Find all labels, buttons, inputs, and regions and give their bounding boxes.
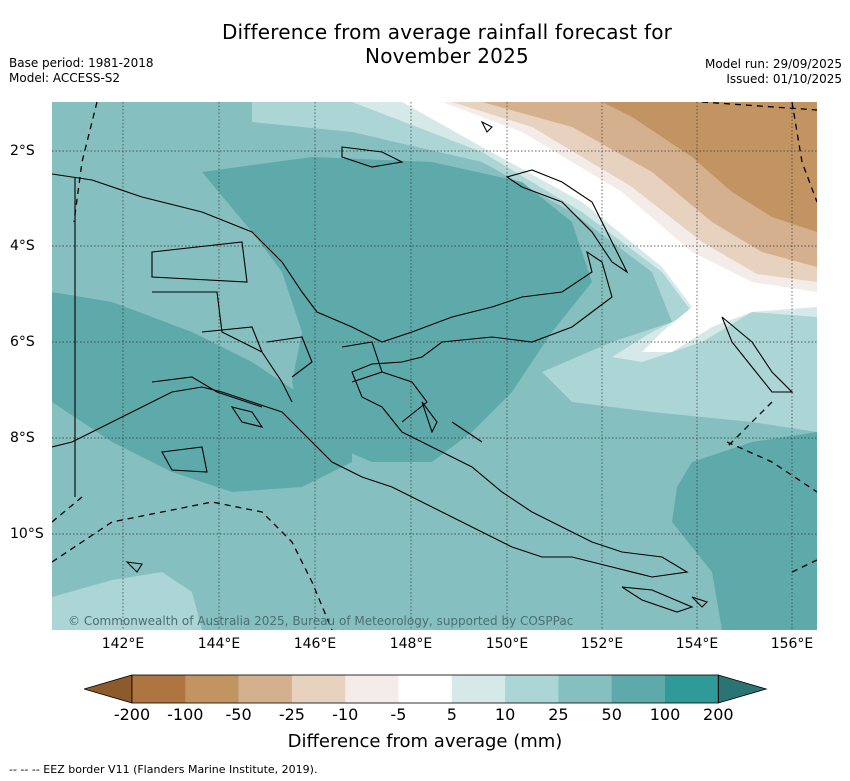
lat-label-6s: 6°S [10, 334, 35, 350]
lon-label-152: 152°E [580, 636, 624, 652]
zone-minus-50 [602, 102, 817, 232]
colorbar-tick-label: 25 [548, 705, 569, 724]
lon-label-150: 150°E [485, 636, 529, 652]
colorbar-tick-label: -50 [225, 705, 252, 724]
model-run: Model run: 29/09/2025 [704, 57, 842, 71]
colorbar-tick-label: 50 [601, 705, 622, 724]
lon-label-142: 142°E [101, 636, 145, 652]
colorbar-tick-label: -100 [167, 705, 204, 724]
lon-label-154: 154°E [675, 636, 719, 652]
title-line-2: November 2025 [365, 44, 529, 68]
lon-label-146: 146°E [293, 636, 337, 652]
colorbar-segment [611, 675, 666, 703]
colorbar-tick-label: -5 [390, 705, 407, 724]
title-line-1: Difference from average rainfall forecas… [221, 20, 673, 44]
colorbar [84, 674, 768, 704]
chart-title: Difference from average rainfall forecas… [0, 20, 850, 68]
colorbar-tick-label: -25 [278, 705, 305, 724]
colorbar-arrow-low [84, 674, 133, 704]
zone-5-10-south [52, 572, 202, 630]
colorbar-tick-label: 100 [649, 705, 681, 724]
zone-25-50-north [202, 157, 592, 462]
colorbar-segment [505, 675, 559, 703]
colorbar-segment [345, 675, 399, 703]
colorbar-tick-label: 200 [703, 705, 734, 724]
colorbar-tick-label: 5 [446, 705, 457, 724]
lon-label-148: 148°E [389, 636, 433, 652]
colorbar-segment [665, 675, 719, 703]
colorbar-segment [398, 675, 453, 703]
colorbar-arrow-high [717, 674, 768, 704]
base-period: Base period: 1981-2018 [9, 56, 154, 70]
colorbar-segment [185, 675, 239, 703]
colorbar-tick-label: -10 [332, 705, 359, 724]
colorbar-tick-label: 10 [494, 705, 516, 724]
coastlines [52, 120, 794, 613]
rainfall-map [52, 102, 817, 630]
zone-neutral [402, 102, 817, 352]
colorbar-segment [451, 675, 506, 703]
colorbar-segment [238, 675, 293, 703]
colorbar-segment [291, 675, 346, 703]
lon-label-156: 156°E [770, 636, 814, 652]
colorbar-tick-label: -200 [113, 705, 151, 724]
model-name: Model: ACCESS-S2 [9, 71, 121, 85]
colorbar-segment [132, 675, 186, 703]
lat-label-4s: 4°S [10, 238, 35, 254]
meta-left: Base period: 1981-2018 Model: ACCESS-S2 [9, 56, 154, 86]
graticule [52, 102, 817, 630]
colorbar-segment [558, 675, 612, 703]
colorbar-label: Difference from average (mm) [287, 731, 563, 752]
lat-label-8s: 8°S [10, 430, 35, 446]
eez-legend-note: -- -- -- EEZ border V11 (Flanders Marine… [9, 763, 318, 776]
colorbar-frame [131, 674, 719, 704]
copyright-notice: © Commonwealth of Australia 2025, Bureau… [68, 614, 574, 628]
issued-date: Issued: 01/10/2025 [726, 72, 842, 86]
lon-label-144: 144°E [197, 636, 241, 652]
lat-label-2s: 2°S [10, 143, 35, 159]
meta-right: Model run: 29/09/2025 Issued: 01/10/2025 [705, 57, 842, 87]
zone-25-50-east [672, 432, 817, 630]
lat-label-10s: 10°S [10, 526, 44, 542]
eez-borders [52, 102, 817, 630]
